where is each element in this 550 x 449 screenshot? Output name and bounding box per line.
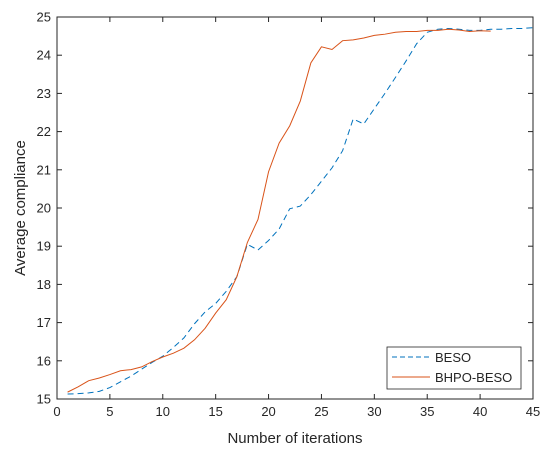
plot-background xyxy=(57,17,533,399)
legend-label-bhpo-beso: BHPO-BESO xyxy=(435,370,512,385)
y-tick-label: 25 xyxy=(37,10,51,25)
series-line-bhpo-beso xyxy=(67,28,491,393)
legend-label-beso: BESO xyxy=(435,350,471,365)
x-tick-label: 30 xyxy=(367,404,381,419)
ticks-layer: 0 5 10 15 20 25 30 35 40 45 15 16 17 18 19 20 21 22 23 24 25 xyxy=(37,10,541,420)
x-tick-label: 40 xyxy=(473,404,487,419)
y-tick-label: 20 xyxy=(37,201,51,216)
y-axis-label: Average compliance xyxy=(12,140,29,276)
x-tick-label: 45 xyxy=(526,404,540,419)
x-tick-label: 10 xyxy=(156,404,170,419)
y-tick-label: 18 xyxy=(37,277,51,292)
y-tick-label: 21 xyxy=(37,162,51,177)
x-tick-label: 0 xyxy=(53,404,60,419)
y-tick-label: 17 xyxy=(37,315,51,330)
legend-box xyxy=(386,346,522,390)
y-tick-label: 15 xyxy=(37,392,51,407)
y-tick-label: 16 xyxy=(37,353,51,368)
x-tick-label: 5 xyxy=(106,404,113,419)
legend: BESO BHPO-BESO xyxy=(386,346,522,390)
x-tick-label: 25 xyxy=(314,404,328,419)
x-axis-label: Number of iterations xyxy=(227,430,362,447)
y-tick-label: 22 xyxy=(37,124,51,139)
x-tick-label: 20 xyxy=(261,404,275,419)
series-layer xyxy=(67,27,534,395)
x-tick-label: 35 xyxy=(420,404,434,419)
y-tick-label: 23 xyxy=(37,86,51,101)
x-tick-label: 15 xyxy=(208,404,222,419)
y-tick-label: 24 xyxy=(37,48,51,63)
y-tick-label: 19 xyxy=(37,239,51,254)
series-line-beso xyxy=(67,27,534,395)
